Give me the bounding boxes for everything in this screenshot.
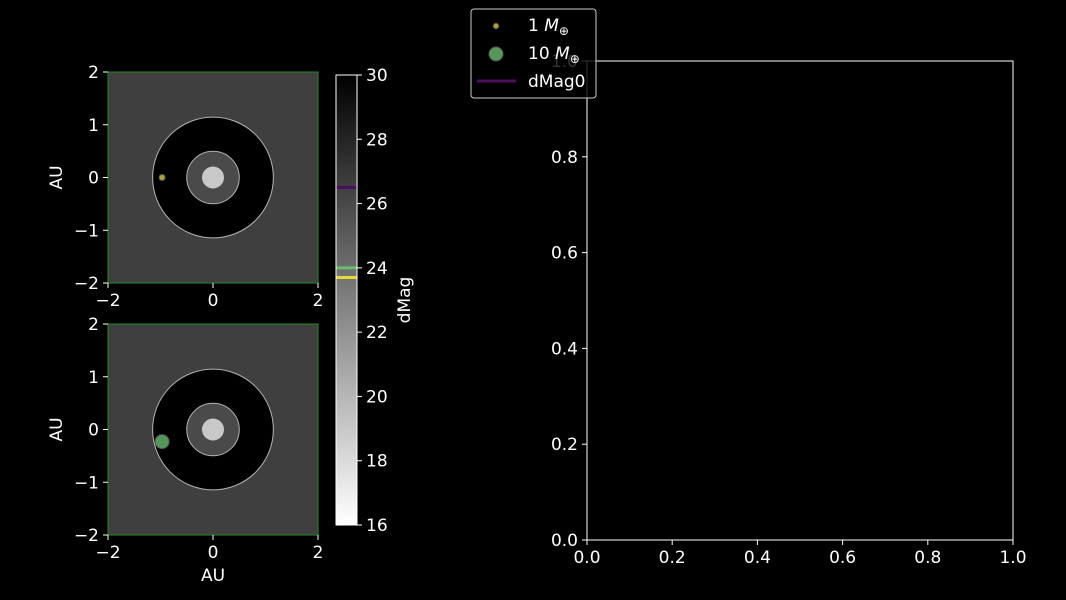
y-axis-label: AU: [47, 165, 67, 189]
right-plot: 0.00.20.40.60.81.00.00.20.40.60.81.0: [551, 52, 1027, 568]
planet: [158, 174, 166, 181]
x-tick-label: 2: [313, 291, 324, 311]
x-tick-label: −2: [95, 291, 120, 311]
legend-box: [470, 8, 597, 99]
star: [202, 166, 224, 189]
y-tick-label: −2: [74, 526, 99, 546]
plot-area: [108, 72, 318, 283]
legend-label-dmag0: dMag0: [528, 72, 585, 92]
y-axis-label: AU: [47, 417, 67, 441]
colorbar-tick-label: 16: [366, 516, 388, 536]
legend-label-10-earth-mass: 10 M⊕: [528, 44, 580, 66]
colorbar-tick-label: 30: [366, 66, 388, 86]
legend: 1 M⊕ 10 M⊕ dMag0: [470, 8, 597, 99]
legend-label-1-earth-mass: 1 M⊕: [528, 16, 569, 38]
y-tick-label: 1: [88, 116, 99, 136]
y-tick-label: −1: [74, 221, 99, 241]
colorbar-tick-label: 20: [366, 387, 388, 407]
x-tick-label: 0: [208, 543, 219, 563]
x-tick-label: 0.2: [659, 548, 686, 568]
y-tick-label: 0.8: [551, 148, 578, 168]
y-tick-label: 0.0: [551, 531, 578, 551]
colorbar-label: dMag: [395, 277, 415, 324]
colorbar-tick-label: 18: [366, 452, 388, 472]
colorbar-tick-label: 28: [366, 130, 388, 150]
y-tick-label: 2: [88, 315, 99, 335]
planet: [154, 434, 170, 450]
x-tick-label: 1.0: [999, 548, 1026, 568]
y-tick-label: 0.2: [551, 435, 578, 455]
y-tick-label: 0: [88, 421, 99, 441]
x-tick-label: 0.8: [914, 548, 941, 568]
axes-frame: [586, 60, 1014, 541]
x-tick-label: 0.4: [744, 548, 771, 568]
plot-area: [108, 324, 318, 535]
x-tick-label: −2: [95, 543, 120, 563]
y-tick-label: 0: [88, 169, 99, 189]
star: [202, 418, 224, 441]
x-tick-label: 0.6: [829, 548, 856, 568]
colorbar-tick-label: 26: [366, 195, 388, 215]
y-tick-label: −2: [74, 274, 99, 294]
y-tick-label: −1: [74, 473, 99, 493]
y-tick-label: 1: [88, 368, 99, 388]
legend-marker-1-earth-mass: [492, 22, 500, 30]
x-tick-label: 0.0: [573, 548, 600, 568]
y-tick-label: 2: [88, 63, 99, 83]
x-tick-label: 0: [208, 291, 219, 311]
colorbar-frame: [335, 74, 358, 526]
y-tick-label: 0.4: [551, 339, 578, 359]
dmag-colorbar: 30 28 26 24 22 20 18 16 dMag: [335, 66, 415, 536]
y-tick-label: 0.6: [551, 244, 578, 264]
orbit-panel-bottom: −2 0 2 2 1 0 −1 −2 AU AU: [47, 315, 323, 586]
legend-marker-10-earth-mass: [488, 46, 504, 62]
x-axis-label: AU: [201, 566, 225, 586]
orbit-panel-top: −2 0 2 2 1 0 −1 −2 AU: [47, 63, 323, 311]
colorbar-tick-label: 22: [366, 323, 388, 343]
colorbar-gradient: [336, 75, 357, 525]
colorbar-tick-label: 24: [366, 259, 388, 279]
x-tick-label: 2: [313, 543, 324, 563]
